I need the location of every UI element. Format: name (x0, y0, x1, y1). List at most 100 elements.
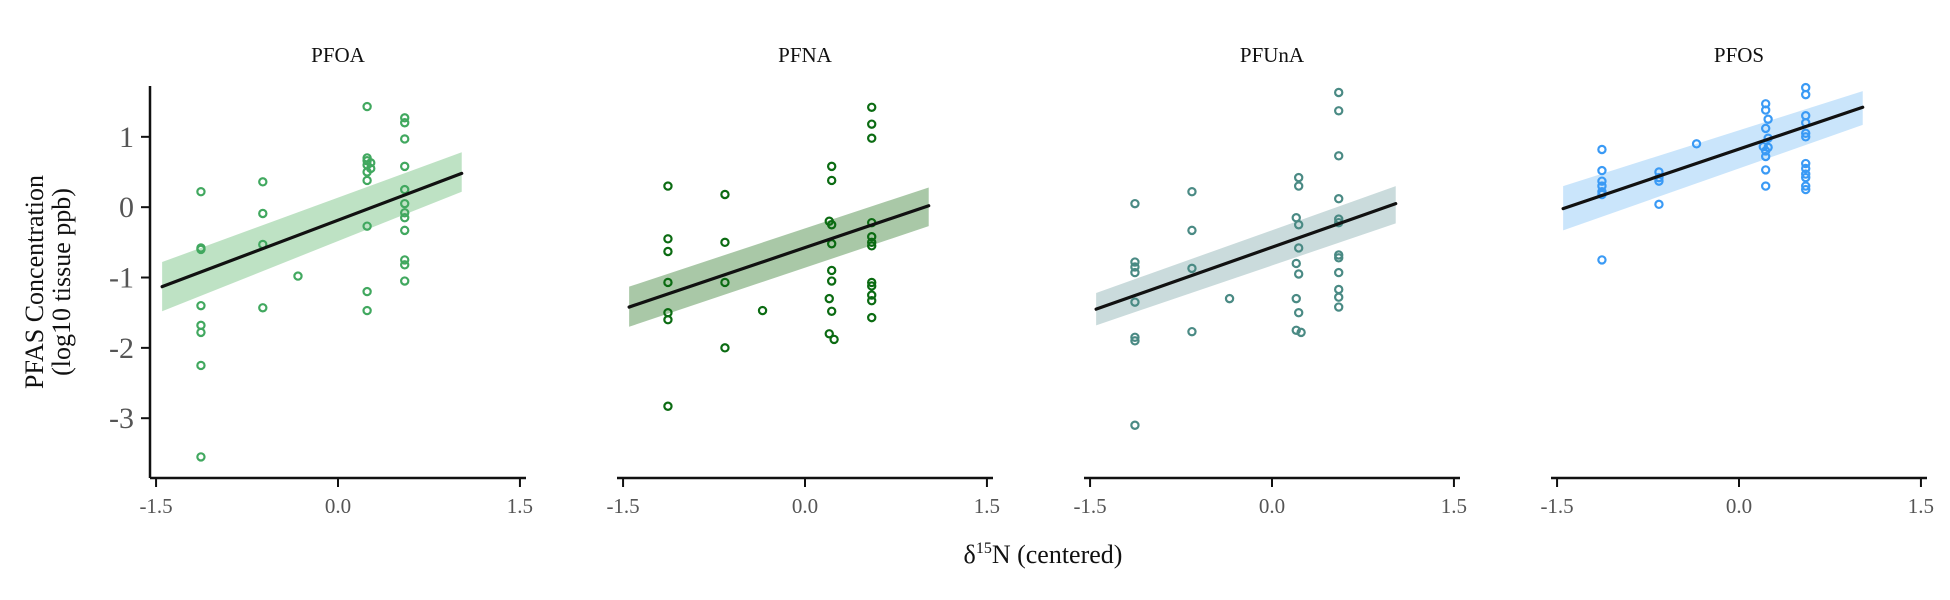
x-tick-label: 1.5 (1441, 494, 1467, 518)
data-point (824, 293, 834, 304)
regression-line (1561, 105, 1865, 211)
data-point (1130, 262, 1140, 272)
data-point (400, 161, 410, 172)
data-point (663, 246, 673, 257)
x-tick-label: 1.5 (1908, 494, 1934, 518)
data-point (867, 290, 877, 300)
data-point (1224, 293, 1235, 304)
data-point (293, 271, 303, 281)
data-point (400, 276, 410, 286)
data-point (258, 208, 268, 219)
x-tick-label: 0.0 (792, 494, 818, 518)
confidence-band (1563, 91, 1863, 231)
data-point (1334, 292, 1344, 302)
data-point (1597, 255, 1607, 265)
data-point (400, 260, 410, 270)
data-point (720, 237, 730, 248)
panel-pfos: PFOS -1.5 0.0 1.5 (1540, 43, 1934, 518)
data-point (1130, 336, 1140, 346)
data-point (196, 327, 206, 338)
y-tick-label: -1 (109, 262, 134, 295)
x-tick-label: -1.5 (139, 494, 172, 518)
data-point (1760, 146, 1771, 156)
data-point (826, 306, 837, 316)
data-point (1801, 163, 1811, 174)
data-point (1130, 332, 1140, 343)
data-point (362, 175, 372, 186)
data-point (1597, 181, 1607, 191)
data-point (1760, 123, 1771, 134)
data-point (826, 276, 837, 286)
data-point (1801, 172, 1811, 183)
data-point (366, 158, 376, 168)
data-point (826, 220, 837, 230)
x-axis-title-prefix: δ (964, 540, 976, 569)
data-point (1187, 326, 1197, 337)
data-point (1763, 114, 1773, 124)
panel-title: PFUnA (1240, 43, 1305, 67)
data-point (196, 186, 206, 197)
data-point (1654, 199, 1664, 210)
data-point (867, 119, 877, 129)
data-point (1187, 263, 1197, 274)
data-point (1801, 132, 1811, 142)
data-point (1130, 297, 1140, 307)
data-point (362, 101, 372, 112)
data-point (1801, 184, 1811, 195)
data-point (400, 113, 410, 123)
x-tick-label: 1.5 (507, 494, 533, 518)
data-point (1334, 87, 1344, 98)
regression-line (1094, 202, 1398, 311)
x-axis-title: δ15N (centered) (964, 540, 1123, 569)
data-point (400, 198, 410, 209)
data-point (663, 401, 673, 411)
data-point (867, 281, 877, 291)
y-axis-title: PFAS Concentration (log10 tissue ppb) (20, 175, 76, 389)
y-tick-label: 0 (119, 191, 134, 224)
data-point (1760, 181, 1771, 191)
data-point (400, 225, 410, 236)
data-point (720, 343, 730, 353)
x-tick-label: -1.5 (1073, 494, 1106, 518)
data-point (400, 208, 410, 218)
data-point (362, 286, 372, 297)
data-point (1130, 420, 1140, 430)
data-point (663, 277, 673, 288)
data-point (1597, 144, 1607, 155)
data-point (1334, 106, 1344, 116)
data-point (1801, 89, 1811, 100)
data-point (1691, 139, 1702, 149)
x-tick-label: 1.5 (974, 494, 1000, 518)
data-point (663, 234, 673, 244)
data-point (1597, 176, 1607, 186)
regression-line (160, 171, 464, 289)
data-point (1334, 267, 1344, 278)
data-point (1293, 307, 1304, 318)
data-point (1291, 258, 1301, 269)
data-point (1334, 194, 1344, 204)
data-point (1801, 128, 1811, 139)
data-point (1187, 186, 1197, 197)
regression-line (627, 204, 931, 309)
data-point (663, 315, 673, 325)
data-point (829, 334, 839, 345)
data-point (1296, 327, 1306, 338)
data-point (1760, 105, 1771, 115)
x-tick-label: 0.0 (325, 494, 351, 518)
data-point (366, 163, 376, 174)
data-point (1801, 158, 1811, 169)
data-point (258, 303, 268, 313)
data-point (1130, 267, 1140, 278)
data-point (1801, 181, 1811, 191)
y-tick-label: 1 (119, 121, 134, 154)
data-point (1130, 198, 1140, 209)
data-point (867, 277, 877, 288)
x-tick-label: 0.0 (1259, 494, 1285, 518)
x-axis-title-superscript: 15 (976, 540, 992, 557)
data-point (826, 265, 837, 276)
data-point (1293, 243, 1304, 253)
data-point (258, 177, 268, 187)
data-point (400, 134, 410, 144)
data-point (362, 221, 372, 231)
data-point (867, 296, 877, 306)
